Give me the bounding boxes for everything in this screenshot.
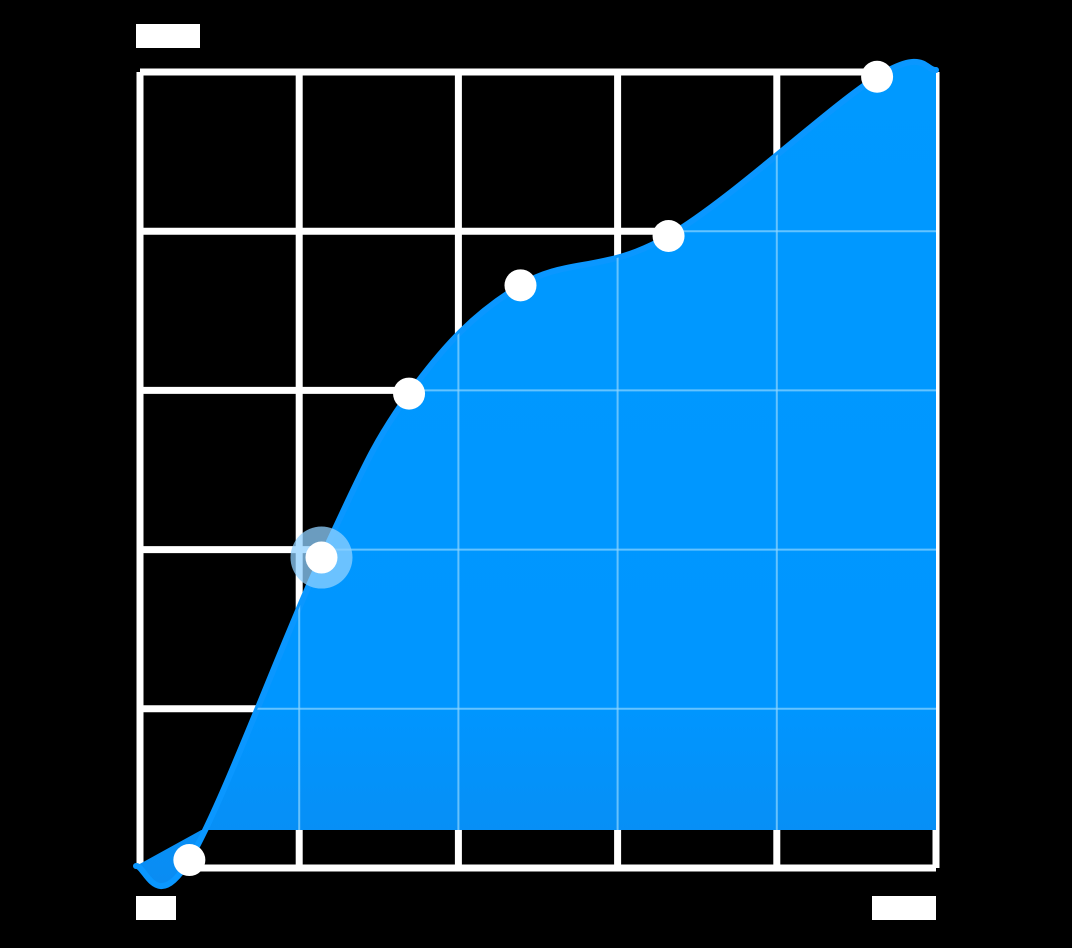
series-line xyxy=(133,58,939,890)
area-fill xyxy=(136,61,936,887)
data-point[interactable] xyxy=(652,219,685,252)
data-points xyxy=(173,60,894,877)
data-point[interactable] xyxy=(861,60,894,93)
x-axis-max-tag xyxy=(872,896,936,920)
area-series xyxy=(133,58,939,890)
x-axis-min-tag xyxy=(136,896,176,920)
data-point[interactable] xyxy=(173,844,206,877)
y-axis-max-tag xyxy=(136,24,200,48)
data-point[interactable] xyxy=(504,269,537,302)
data-point[interactable] xyxy=(305,541,338,574)
data-point[interactable] xyxy=(393,377,426,410)
